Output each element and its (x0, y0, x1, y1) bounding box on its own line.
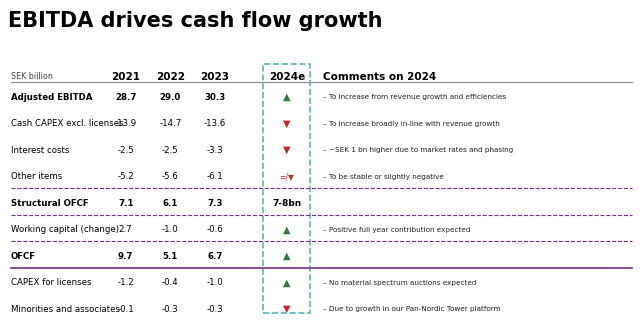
Text: OFCF: OFCF (11, 252, 36, 260)
Text: -0.6: -0.6 (207, 225, 223, 234)
Text: 7.3: 7.3 (207, 199, 223, 208)
Text: Interest costs: Interest costs (11, 146, 69, 155)
Text: SEK billion: SEK billion (11, 72, 53, 82)
Text: 28.7: 28.7 (115, 93, 136, 102)
Text: 2022: 2022 (156, 72, 185, 82)
Text: -13.9: -13.9 (115, 119, 137, 128)
Text: ▲: ▲ (283, 251, 291, 261)
Text: -1.2: -1.2 (117, 278, 134, 287)
Text: ▼: ▼ (283, 145, 291, 155)
Text: -0.4: -0.4 (162, 278, 179, 287)
Text: – Positive full year contribution expected: – Positive full year contribution expect… (323, 227, 470, 232)
Text: EBITDA drives cash flow growth: EBITDA drives cash flow growth (8, 11, 382, 31)
Text: Structural OFCF: Structural OFCF (11, 199, 88, 208)
Text: Minorities and associates: Minorities and associates (11, 304, 120, 314)
Text: ▲: ▲ (283, 225, 291, 235)
Text: Comments on 2024: Comments on 2024 (323, 72, 436, 82)
Text: Adjusted EBITDA: Adjusted EBITDA (11, 93, 92, 102)
Text: 30.3: 30.3 (204, 93, 225, 102)
Text: -13.6: -13.6 (204, 119, 226, 128)
Text: 9.7: 9.7 (118, 252, 133, 260)
Text: 2023: 2023 (200, 72, 229, 82)
Text: -2.5: -2.5 (162, 146, 179, 155)
Text: -5.2: -5.2 (117, 172, 134, 181)
Text: – To be stable or slightly negative: – To be stable or slightly negative (323, 173, 444, 180)
Text: 7-8bn: 7-8bn (272, 199, 301, 208)
Text: – No material spectrum auctions expected: – No material spectrum auctions expected (323, 280, 477, 286)
Text: 7.1: 7.1 (118, 199, 133, 208)
Text: ▲: ▲ (283, 92, 291, 102)
Text: Other items: Other items (11, 172, 62, 181)
Text: 2.7: 2.7 (119, 225, 132, 234)
Text: – To increase broadly in-line with revenue growth: – To increase broadly in-line with reven… (323, 121, 500, 126)
Text: ▲: ▲ (283, 278, 291, 288)
Text: ▼: ▼ (283, 119, 291, 128)
Text: -1.0: -1.0 (162, 225, 179, 234)
Text: -0.3: -0.3 (207, 304, 223, 314)
Text: 29.0: 29.0 (159, 93, 181, 102)
Text: – Due to growth in our Pan-Nordic Tower platform: – Due to growth in our Pan-Nordic Tower … (323, 306, 501, 312)
Text: =/▼: =/▼ (280, 172, 294, 181)
Text: -0.1: -0.1 (117, 304, 134, 314)
Text: 2021: 2021 (111, 72, 140, 82)
Bar (262, 65, 310, 313)
Text: ▼: ▼ (283, 304, 291, 314)
Text: -14.7: -14.7 (159, 119, 181, 128)
Text: -3.3: -3.3 (207, 146, 223, 155)
Text: -6.1: -6.1 (207, 172, 223, 181)
Text: – To increase from revenue growth and efficiencies: – To increase from revenue growth and ef… (323, 94, 506, 100)
Text: -5.6: -5.6 (162, 172, 179, 181)
Text: Working capital (change): Working capital (change) (11, 225, 119, 234)
Text: CAPEX for licenses: CAPEX for licenses (11, 278, 92, 287)
Text: 6.1: 6.1 (163, 199, 178, 208)
Text: -0.3: -0.3 (162, 304, 179, 314)
Text: -1.0: -1.0 (207, 278, 223, 287)
Text: 2024e: 2024e (269, 72, 305, 82)
Text: Cash CAPEX excl. licenses: Cash CAPEX excl. licenses (11, 119, 124, 128)
Text: 5.1: 5.1 (163, 252, 178, 260)
Text: – ~SEK 1 bn higher due to market rates and phasing: – ~SEK 1 bn higher due to market rates a… (323, 147, 513, 153)
Text: 6.7: 6.7 (207, 252, 223, 260)
Text: -2.5: -2.5 (117, 146, 134, 155)
